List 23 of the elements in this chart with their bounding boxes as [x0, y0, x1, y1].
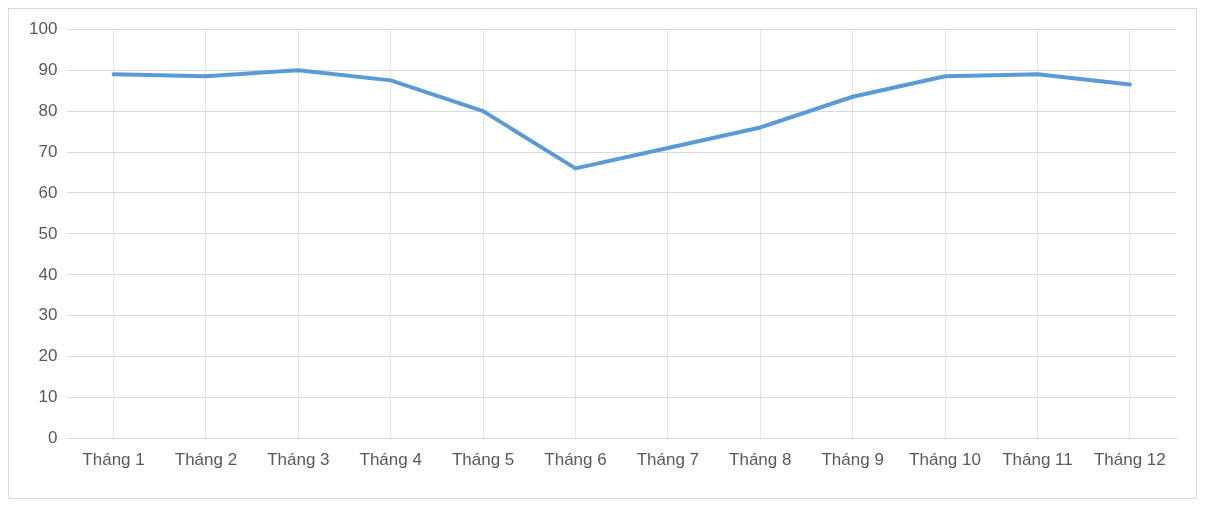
x-tick-label: Tháng 9: [821, 450, 884, 470]
x-tick-label: Tháng 5: [451, 450, 515, 470]
x-tick-label: Tháng 2: [174, 450, 238, 470]
x-tick-label: Tháng 6: [544, 450, 607, 470]
y-tick-label: 30: [38, 305, 58, 325]
y-tick-label: 20: [38, 346, 58, 366]
y-tick-label: 60: [38, 182, 58, 202]
x-tick-label: Tháng 1: [82, 450, 145, 470]
x-tick-label: Tháng 12: [1093, 450, 1166, 470]
y-tick-label: 0: [47, 428, 58, 448]
x-tick-label: Tháng 4: [359, 450, 422, 470]
y-tick-label: 80: [38, 100, 58, 120]
x-tick-label: Tháng 10: [909, 450, 981, 470]
x-tick-label: Tháng 8: [729, 450, 792, 470]
y-tick-label: 40: [38, 264, 58, 284]
x-tick-label: Tháng 3: [267, 450, 330, 470]
x-tick-label: Tháng 11: [1002, 450, 1073, 470]
y-tick-label: 70: [38, 141, 58, 161]
y-tick-label: 50: [38, 223, 58, 243]
y-tick-label: 90: [38, 59, 58, 79]
x-tick-label: Tháng 7: [636, 450, 700, 470]
y-tick-label: 100: [28, 18, 58, 38]
y-tick-label: 10: [38, 387, 58, 407]
